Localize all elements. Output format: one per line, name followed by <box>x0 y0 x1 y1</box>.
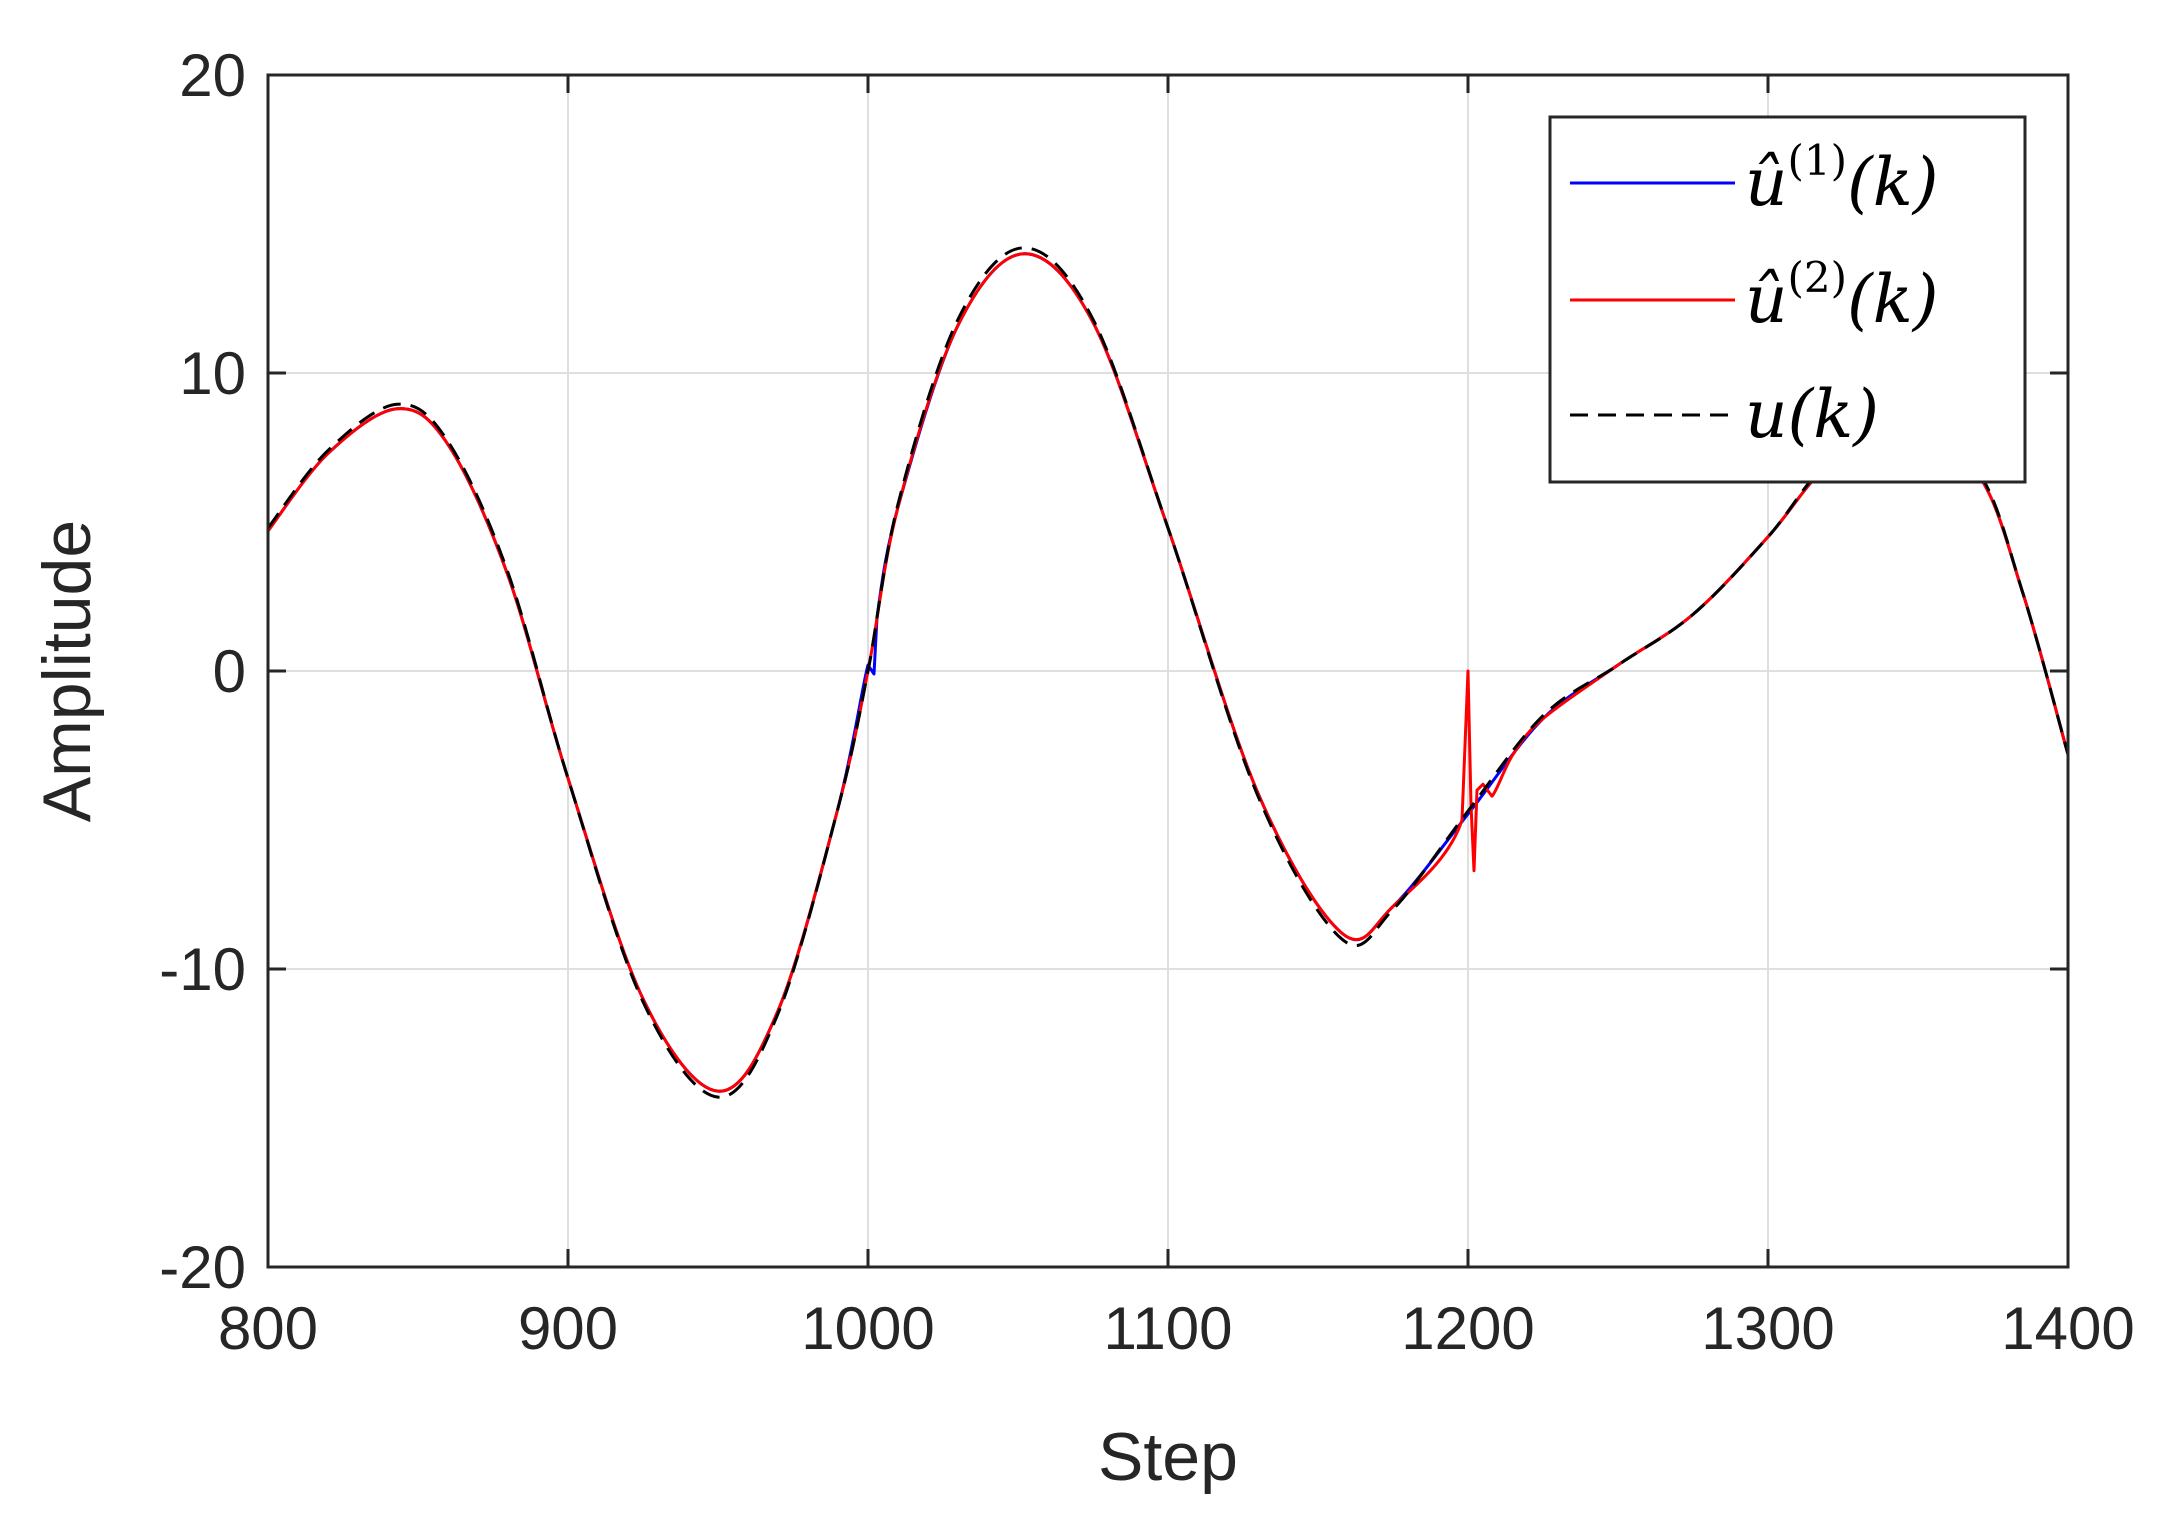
ticks: 800 900 1000 1100 1200 1300 1400 -20 -10 0 10 20 <box>159 42 2134 1362</box>
x-tick-label-0: 800 <box>218 1295 318 1362</box>
y-axis-title: Amplitude <box>29 520 105 822</box>
legend: û(1)(k) û(2)(k) u(k) <box>1548 115 2027 484</box>
y-tick-label-0: -20 <box>159 1234 246 1301</box>
legend-label-u2: û(2)(k) <box>1745 253 1939 338</box>
legend-label-u1: û(1)(k) <box>1745 136 1939 221</box>
legend-arg-u: (k) <box>1788 376 1880 453</box>
legend-sup-u2: (2) <box>1788 253 1848 302</box>
legend-sup-u1: (1) <box>1788 136 1848 185</box>
legend-label-u: u(k) <box>1745 376 1879 453</box>
legend-base-u1: û <box>1745 144 1788 221</box>
x-tick-label-2: 1000 <box>801 1295 934 1362</box>
y-tick-label-2: 0 <box>213 638 246 705</box>
x-axis-title: Step <box>1098 1419 1238 1495</box>
series-group <box>266 246 2070 1099</box>
x-tick-label-4: 1200 <box>1401 1295 1534 1362</box>
legend-base-u2: û <box>1745 261 1788 338</box>
legend-base-u: u <box>1745 376 1788 453</box>
y-tick-label-1: -10 <box>159 936 246 1003</box>
x-tick-label-1: 900 <box>518 1295 618 1362</box>
x-tick-label-6: 1400 <box>2001 1295 2134 1362</box>
series-line-u <box>266 246 2070 1099</box>
y-tick-label-4: 20 <box>179 42 246 109</box>
y-tick-label-3: 10 <box>179 340 246 407</box>
legend-arg-u2: (k) <box>1847 261 1939 338</box>
x-tick-label-5: 1300 <box>1701 1295 1834 1362</box>
x-tick-label-3: 1100 <box>1103 1295 1232 1362</box>
legend-arg-u1: (k) <box>1847 144 1939 221</box>
